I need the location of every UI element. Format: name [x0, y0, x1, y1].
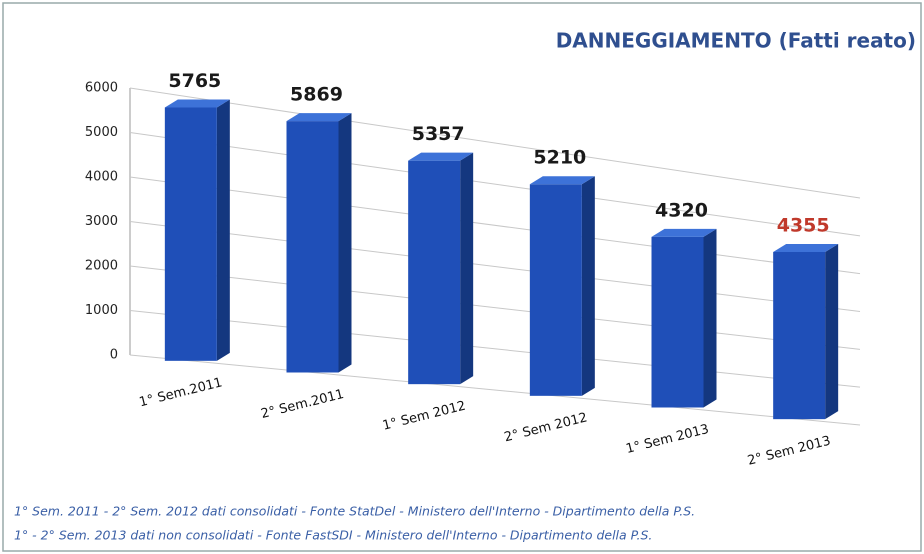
bar-top [529, 176, 595, 185]
value-label: 4320 [655, 199, 708, 221]
bar-side [460, 152, 474, 385]
footnote: 1° - 2° Sem. 2013 dati non consolidati -… [14, 528, 652, 543]
grid-line [129, 132, 861, 237]
y-tick-label: 3000 [85, 214, 118, 229]
y-tick-label: 1000 [85, 303, 118, 318]
y-tick-label: 5000 [85, 125, 118, 140]
chart-title: DANNEGGIAMENTO (Fatti reato) [556, 29, 916, 53]
bar [164, 107, 217, 361]
bar [773, 251, 826, 420]
value-label: 4355 [777, 214, 830, 236]
bar-side [338, 113, 352, 373]
bar-side [581, 176, 595, 396]
bar-top [164, 99, 230, 108]
bar-top [286, 113, 352, 122]
grid-line [129, 310, 861, 388]
grid-line [129, 87, 861, 199]
y-tick-label: 0 [110, 348, 118, 363]
bar-side [825, 243, 839, 420]
bar [529, 184, 582, 396]
y-tick-label: 2000 [85, 259, 118, 274]
bar [408, 160, 461, 385]
bar [286, 121, 339, 373]
bar-side [703, 228, 717, 408]
y-tick-label: 6000 [85, 81, 118, 96]
y-tick-label: 4000 [85, 170, 118, 185]
grid-line [129, 221, 861, 312]
grid-line [129, 265, 861, 350]
bar-top [651, 228, 717, 237]
value-label: 5765 [168, 70, 221, 92]
value-label: 5210 [533, 147, 586, 169]
bar [651, 236, 704, 408]
bar-top [773, 243, 839, 252]
grid-line [129, 176, 861, 275]
bar-side [216, 99, 230, 361]
footnote: 1° Sem. 2011 - 2° Sem. 2012 dati consoli… [14, 504, 695, 519]
bar-top [408, 152, 474, 161]
value-label: 5357 [412, 123, 465, 145]
grid-line [129, 354, 861, 426]
value-label: 5869 [290, 84, 343, 106]
